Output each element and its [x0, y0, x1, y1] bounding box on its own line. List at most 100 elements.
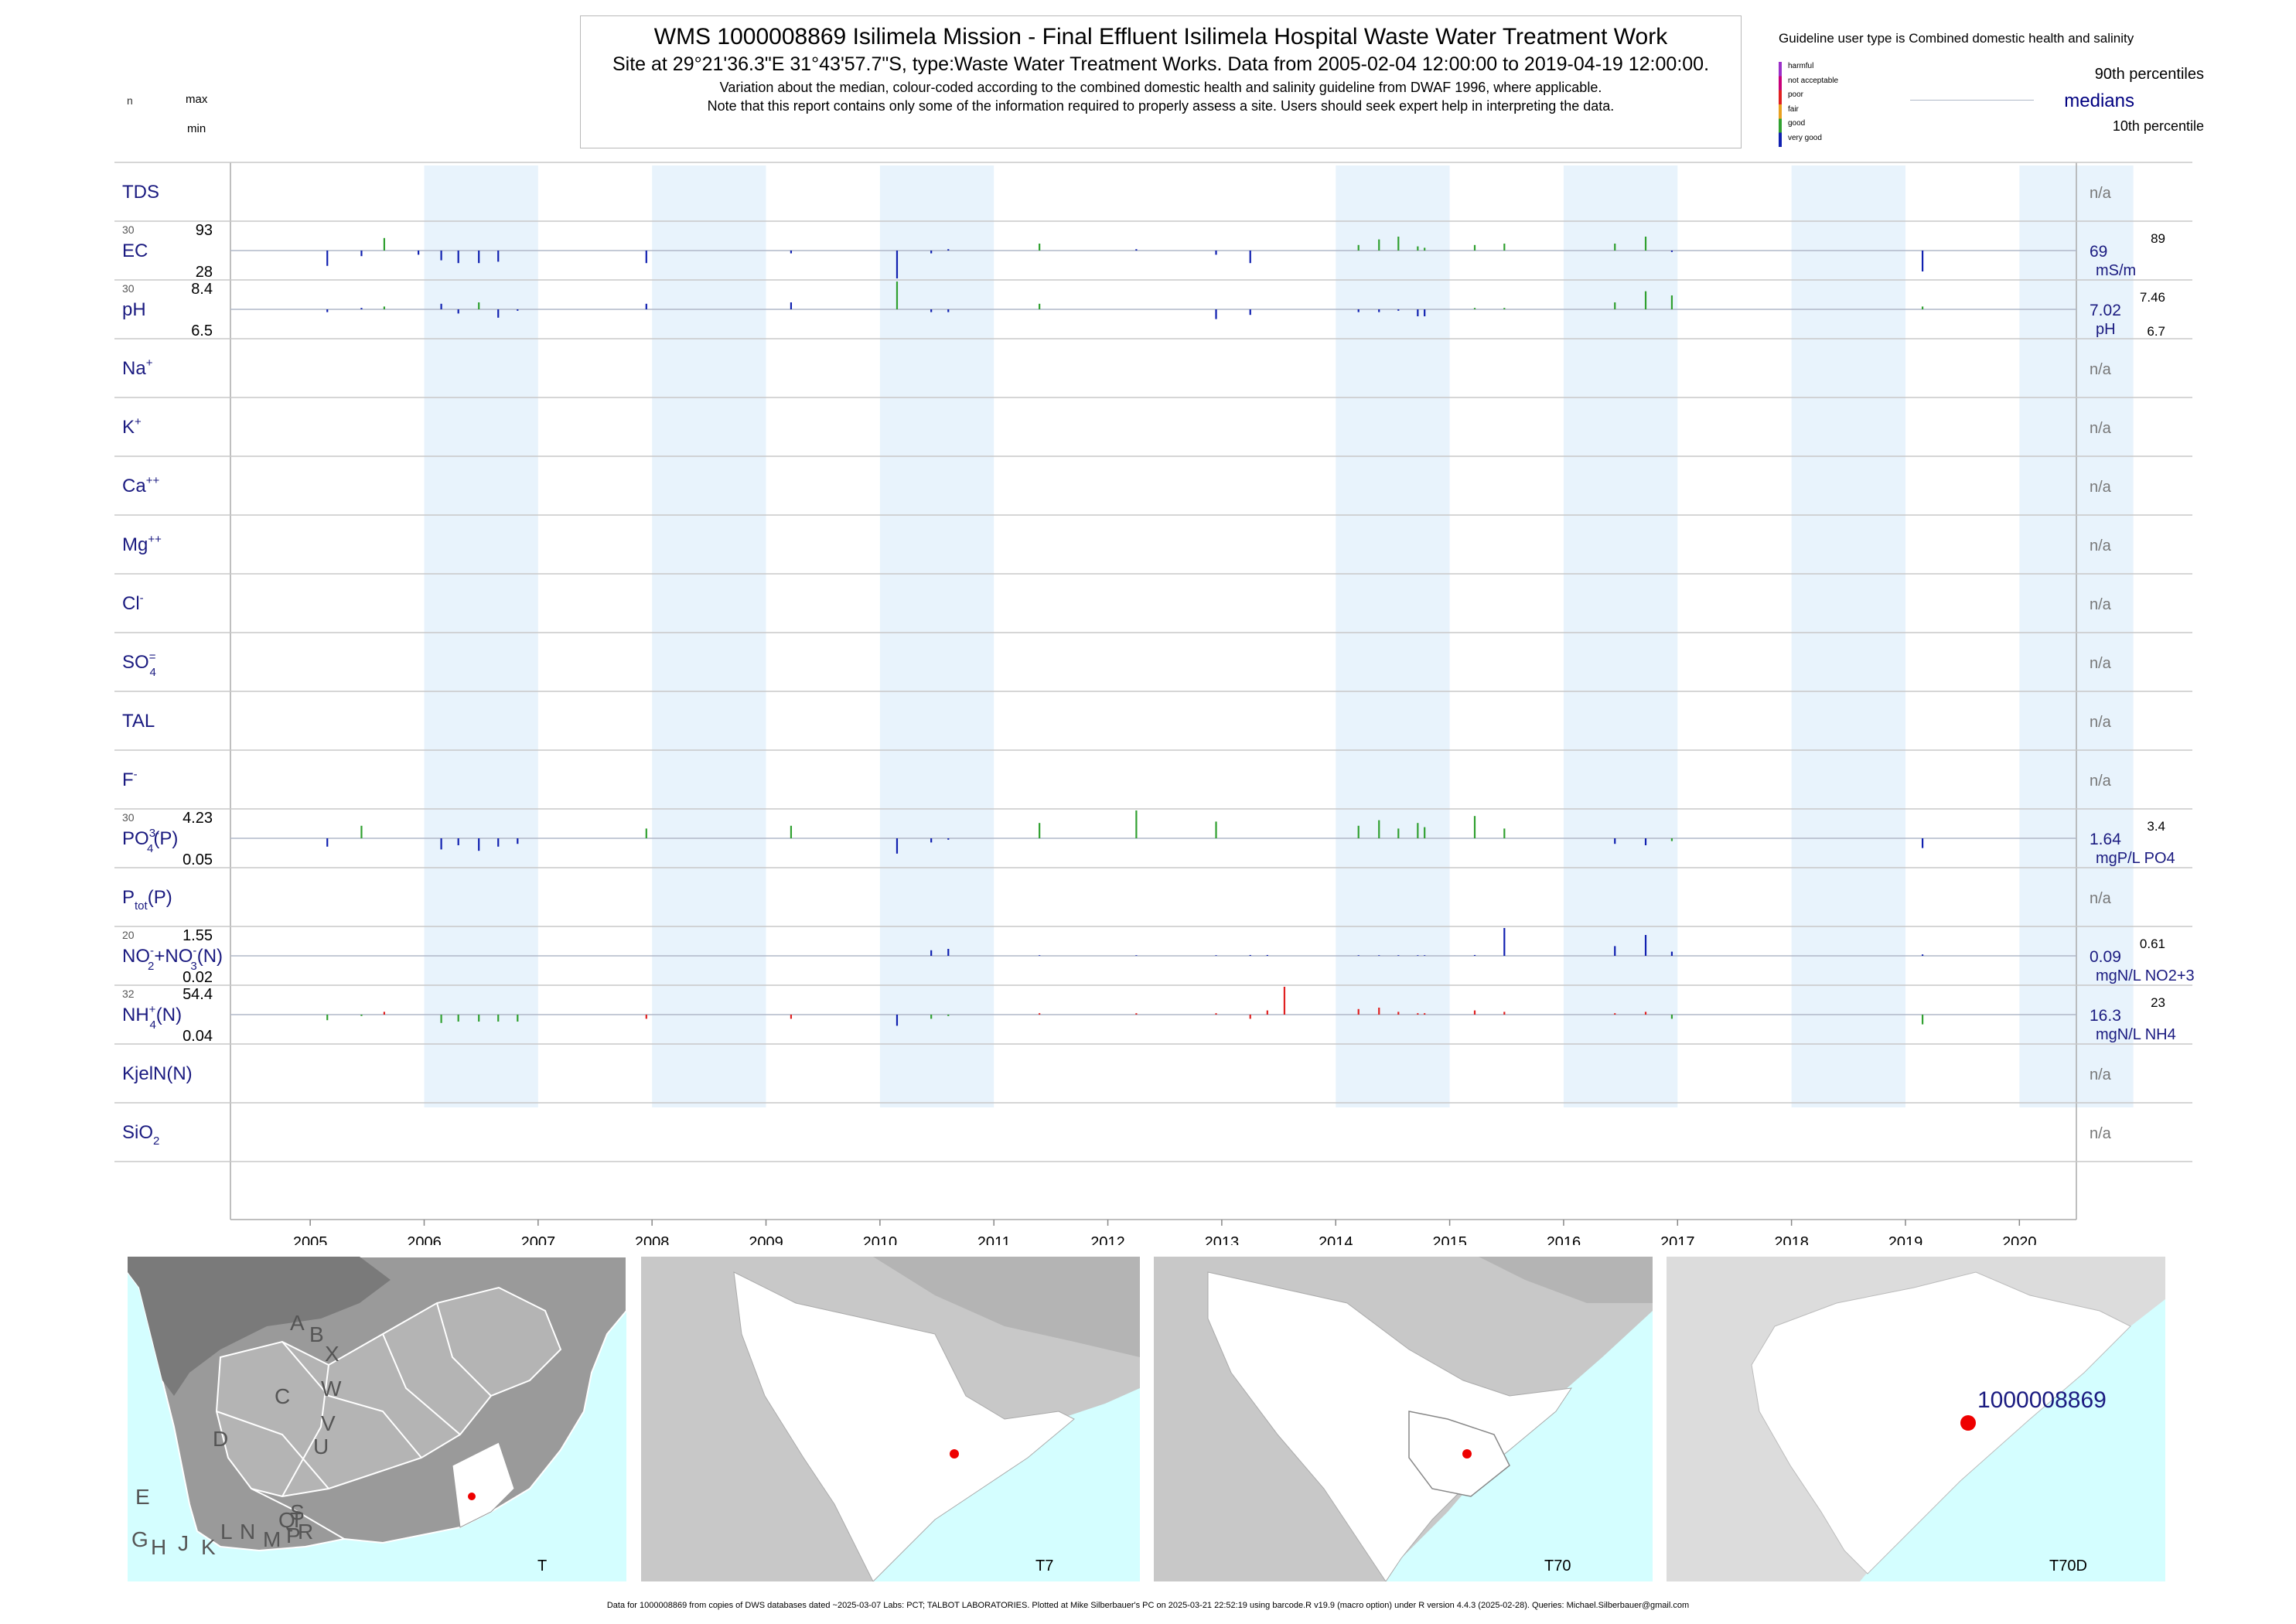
year-band-2006: [424, 165, 538, 1107]
drainage-region-label: Q: [278, 1508, 295, 1532]
row-min-value: 0.02: [183, 969, 213, 986]
drainage-region-label: G: [131, 1527, 148, 1551]
row-median-value: 16.3: [2090, 1007, 2121, 1025]
site-marker: [1462, 1449, 1472, 1459]
row-p90-value: 7.46: [2140, 290, 2165, 305]
drainage-region-label: H: [151, 1535, 166, 1559]
row-max-value: 8.4: [191, 281, 213, 298]
legend-color-bar: [1779, 62, 1782, 147]
south-africa-map-graphic: ABXWCDVUFETGHJKLNMQPRS: [128, 1257, 626, 1581]
row-na-label: n/a: [2090, 773, 2112, 790]
year-band-2016: [1563, 165, 1678, 1107]
footer-note: Data for 1000008869 from copies of DWS d…: [606, 1601, 1690, 1610]
row-unit-label: mS/m: [2096, 262, 2136, 279]
drainage-region-label: B: [309, 1322, 324, 1346]
row-na-label: n/a: [2090, 890, 2112, 907]
drainage-region-label: C: [275, 1384, 290, 1408]
row-label-12: Ptot(P): [122, 887, 172, 913]
x-tick-label: 2020: [2002, 1234, 2037, 1245]
row-median-value: 69: [2090, 243, 2107, 261]
row-label-13: NO-2+NO-3(N): [122, 944, 223, 973]
row-label-1: EC: [122, 241, 148, 261]
legend-title: Guideline user type is Combined domestic…: [1779, 31, 2134, 46]
row-min-value: 0.05: [183, 851, 213, 868]
row-n-count: 32: [122, 988, 135, 1000]
row-label-10: F-: [122, 768, 138, 790]
site-marker: [468, 1493, 476, 1500]
row-unit-label: pH: [2096, 321, 2116, 338]
row-min-value: 6.5: [191, 322, 213, 339]
row-na-label: n/a: [2090, 537, 2112, 554]
drainage-region-label: W: [321, 1377, 342, 1401]
map-south-africa: ABXWCDVUFETGHJKLNMQPRS T: [128, 1257, 626, 1581]
map-t70: T70: [1154, 1257, 1653, 1581]
t7-map-graphic: [641, 1257, 1140, 1581]
row-n-count: 30: [122, 223, 135, 236]
x-tick-label: 2016: [1547, 1234, 1581, 1245]
site-marker: [950, 1449, 959, 1459]
row-na-label: n/a: [2090, 361, 2112, 378]
drainage-region-label: P: [286, 1523, 301, 1547]
map-code-label: T70: [1544, 1557, 1571, 1575]
row-label-0: TDS: [122, 182, 159, 203]
drainage-region-label: S: [290, 1500, 305, 1524]
row-p90-value: 89: [2151, 231, 2165, 246]
row-na-label: n/a: [2090, 655, 2112, 672]
row-na-label: n/a: [2090, 185, 2112, 202]
row-p10-value: 6.7: [2147, 324, 2165, 339]
column-header-min: min: [187, 122, 206, 135]
drainage-region-label: D: [213, 1427, 228, 1451]
drainage-region-label: K: [201, 1535, 216, 1559]
x-tick-label: 2013: [1205, 1234, 1240, 1245]
legend-p10-label: 10th percentile: [2112, 118, 2204, 134]
row-max-value: 4.23: [183, 810, 213, 827]
row-n-count: 30: [122, 282, 135, 295]
row-max-value: 1.55: [183, 927, 213, 944]
x-tick-label: 2019: [1888, 1234, 1923, 1245]
row-label-6: Mg++: [122, 533, 162, 555]
row-min-value: 0.04: [183, 1028, 213, 1045]
legend-category-good: good: [1788, 119, 1806, 128]
x-tick-label: 2008: [635, 1234, 670, 1245]
drainage-region-label: V: [321, 1411, 336, 1435]
row-max-value: 54.4: [183, 986, 213, 1003]
row-min-value: 28: [196, 264, 213, 281]
x-tick-label: 2009: [749, 1234, 783, 1245]
drainage-region-label: E: [135, 1485, 150, 1509]
row-unit-label: mgP/L PO4: [2096, 850, 2175, 867]
row-n-count: 20: [122, 929, 135, 941]
row-n-count: 30: [122, 811, 135, 824]
variation-note: Variation about the median, colour-coded…: [719, 80, 1602, 95]
row-na-label: n/a: [2090, 1125, 2112, 1142]
row-label-8: SO= 4: [122, 650, 156, 679]
row-unit-label: mgN/L NO2+3: [2096, 967, 2195, 984]
row-label-7: Cl-: [122, 592, 144, 614]
row-na-label: n/a: [2090, 420, 2112, 437]
x-tick-label: 2015: [1432, 1234, 1467, 1245]
legend-category-poor: poor: [1788, 90, 1804, 99]
x-tick-label: 2018: [1774, 1234, 1809, 1245]
legend-category-fair: fair: [1788, 104, 1799, 114]
map-code-label: T: [537, 1557, 548, 1575]
column-header-max: max: [186, 93, 208, 106]
site-label: 1000008869: [1977, 1387, 2107, 1413]
row-label-5: Ca++: [122, 474, 159, 496]
map-code-label: T7: [1035, 1557, 1054, 1575]
row-unit-label: mgN/L NH4: [2096, 1026, 2176, 1043]
legend-category-very-good: very good: [1788, 133, 1822, 142]
title-box: WMS 1000008869 Isilimela Mission - Final…: [580, 15, 1742, 148]
row-na-label: n/a: [2090, 596, 2112, 613]
row-label-3: Na+: [122, 357, 153, 379]
row-na-label: n/a: [2090, 714, 2112, 731]
legend-median-line: [1910, 100, 2034, 101]
row-max-value: 93: [196, 222, 213, 239]
site-description: Site at 29°21'36.3"E 31°43'57.7"S, type:…: [612, 53, 1710, 75]
year-band-2008: [652, 165, 766, 1107]
drainage-region-label: N: [240, 1520, 255, 1544]
drainage-region-label: A: [290, 1311, 305, 1335]
legend-category-not-acceptable: not acceptable: [1788, 76, 1839, 85]
year-band-2010: [879, 165, 994, 1107]
drainage-region-label: J: [178, 1531, 189, 1555]
x-tick-label: 2010: [863, 1234, 898, 1245]
